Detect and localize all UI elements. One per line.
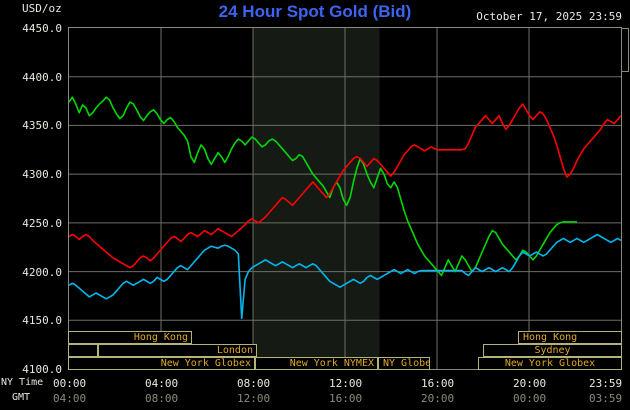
page-title: 24 Hour Spot Gold (Bid) bbox=[218, 2, 412, 21]
y-axis-unit-label: USD/oz bbox=[22, 2, 62, 15]
y-axis-tick-label: 4150.0 bbox=[22, 314, 62, 328]
session-bar-label: New York Globex bbox=[160, 358, 251, 369]
session-bar-label: Hong Kong bbox=[133, 332, 188, 343]
session-bar-label: NY Globex bbox=[383, 358, 429, 369]
date-timestamp: October 17, 2025 23:59 bbox=[476, 10, 622, 23]
chart-plot-area bbox=[68, 27, 622, 370]
x-axis-gmt-tick-label: 20:00 bbox=[421, 392, 455, 405]
nymex-session-shading bbox=[253, 28, 380, 369]
x-axis-ny-tick-label: 12:00 bbox=[329, 377, 363, 390]
y-axis-tick-label: 4100.0 bbox=[22, 363, 62, 376]
session-bar: New York Globex bbox=[478, 357, 622, 370]
price-line-00d900 bbox=[69, 96, 577, 277]
x-axis-ny-tick-label: 04:00 bbox=[145, 377, 179, 390]
x-axis-ny-tick-label: 00:00 bbox=[53, 377, 87, 390]
session-bar: Hong Kong bbox=[68, 331, 192, 344]
y-axis-tick-label: 4350.0 bbox=[22, 119, 62, 133]
y-axis-tick-label: 4300.0 bbox=[22, 168, 62, 182]
session-bar bbox=[68, 344, 98, 357]
session-bar: New York NYMEX bbox=[255, 357, 378, 370]
y-axis-tick-label: 4200.0 bbox=[22, 265, 62, 279]
session-bar-label: New York NYMEX bbox=[289, 358, 374, 369]
x-axis-ny-tick-label: 23:59 bbox=[589, 377, 623, 390]
x-axis-ny-tick-label: 16:00 bbox=[421, 377, 455, 390]
session-bar: Sydney bbox=[483, 344, 622, 357]
session-bar-label: New York Globex bbox=[504, 358, 596, 369]
x-axis-gmt-tick-label: 03:59 bbox=[589, 392, 623, 405]
session-bar: NY Globex bbox=[378, 357, 430, 370]
price-line-ff0000 bbox=[69, 103, 621, 269]
ny-time-caption: NY Time bbox=[1, 377, 44, 388]
y-axis-tick-label: 4400.0 bbox=[22, 70, 62, 84]
session-bar: New York Globex bbox=[68, 357, 255, 370]
x-axis-ny-tick-label: 08:00 bbox=[237, 377, 271, 390]
session-bar-label: Sydney bbox=[534, 345, 571, 356]
session-bar: London bbox=[98, 344, 257, 357]
x-axis-gmt-tick-label: 12:00 bbox=[237, 392, 271, 405]
x-axis-gmt-tick-label: 00:00 bbox=[513, 392, 547, 405]
x-axis-gmt-tick-label: 16:00 bbox=[329, 392, 363, 405]
x-axis-ny-tick-label: 20:00 bbox=[513, 377, 547, 390]
price-lines-svg bbox=[69, 28, 621, 369]
x-axis-gmt-tick-label: 04:00 bbox=[53, 392, 87, 405]
session-bar-label: Hong Kong bbox=[523, 332, 578, 343]
y-axis-tick-label: 4250.0 bbox=[22, 216, 62, 230]
session-bar-label: London bbox=[216, 345, 253, 356]
x-axis-gmt-tick-label: 08:00 bbox=[145, 392, 179, 405]
price-line-00b7ef bbox=[69, 233, 621, 320]
gmt-caption: GMT bbox=[12, 392, 31, 403]
session-bar: Hong Kong bbox=[518, 331, 622, 344]
y-axis-tick-label: 4450.0 bbox=[22, 22, 62, 35]
